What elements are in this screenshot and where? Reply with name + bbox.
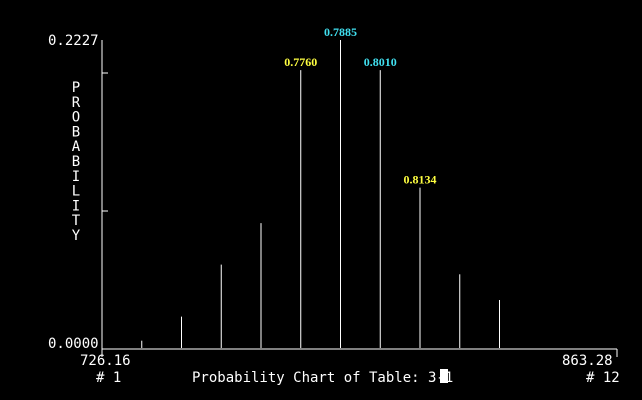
- y-axis-label-letter: B: [72, 124, 80, 140]
- y-axis-label-letter: O: [72, 110, 80, 126]
- chart-title: Probability Chart of Table: 3-1: [192, 370, 453, 386]
- x-last-index-label: # 12: [586, 370, 620, 386]
- bar-value-label: 0.8134: [404, 173, 437, 187]
- y-axis-label-letter: I: [72, 169, 80, 185]
- y-axis-label-letter: R: [72, 95, 81, 111]
- y-min-label: 0.0000: [48, 336, 99, 352]
- y-max-label: 0.2227: [48, 33, 99, 49]
- y-axis-label-letter: T: [72, 213, 81, 229]
- y-axis-label-letter: I: [72, 198, 80, 214]
- x-max-label: 863.28: [562, 353, 613, 369]
- y-axis-label-letter: A: [72, 139, 81, 155]
- y-axis-label-letter: P: [72, 80, 80, 96]
- x-first-index-label: # 1: [96, 370, 121, 386]
- y-axis-label-letter: Y: [72, 228, 81, 244]
- y-axis-label-letter: B: [72, 154, 80, 170]
- bar-value-label: 0.7760: [284, 55, 317, 69]
- bar-value-label: 0.8010: [364, 55, 397, 69]
- text-cursor: [440, 369, 448, 383]
- x-min-label: 726.16: [80, 353, 131, 369]
- y-axis-label-letter: L: [72, 184, 80, 200]
- bar-value-label: 0.7885: [324, 25, 357, 39]
